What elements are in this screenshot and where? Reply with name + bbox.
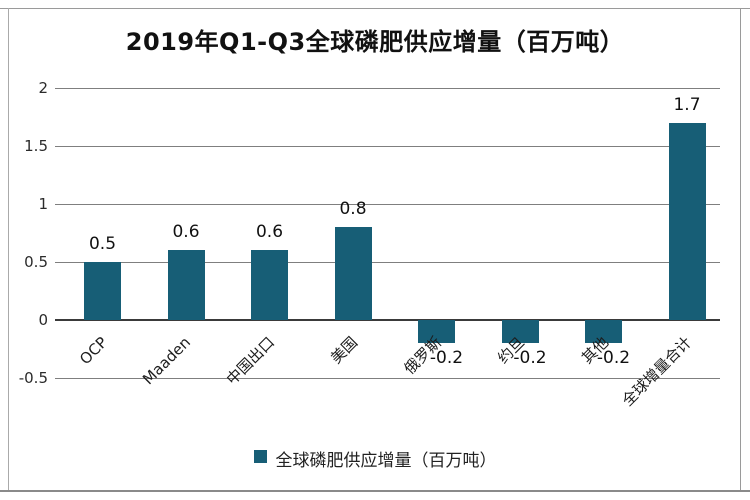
y-tick-label: 2 [38,79,48,97]
bar [251,250,288,320]
gridline [55,378,720,379]
legend-color-swatch [253,450,267,463]
bar [668,122,706,320]
bar-value-label: -0.2 [513,348,547,369]
category-label: Maaden [139,333,195,389]
legend-label: 全球磷肥供应增量（百万吨） [275,451,497,471]
bar [418,320,455,344]
y-tick-label: 0 [38,311,48,329]
bar-value-label: 0.6 [172,222,200,243]
chart-title: 2019年Q1-Q3全球磷肥供应增量（百万吨） [125,28,625,56]
category-label: 全球增量合计 [618,333,696,410]
y-tick-label: 1 [38,195,48,213]
frame-top-border [0,8,750,9]
y-tick-label: 0.5 [24,253,48,271]
category-label: 美国 [327,333,362,368]
category-label: 中国出口 [222,333,278,389]
bar-value-label: 0.5 [88,234,117,254]
bar-value-label: 1.7 [673,94,701,115]
gridline [55,262,720,263]
category-label: OCP [75,333,111,369]
gridline [55,204,720,205]
legend: 全球磷肥供应增量（百万吨） [0,446,750,471]
bar [334,227,372,320]
gridline [55,88,720,89]
zero-axis-line [55,319,720,321]
bar-value-label: -0.2 [596,348,631,369]
bar [167,250,205,320]
bar [585,320,622,344]
bar [84,262,121,320]
y-tick-label: 1.5 [24,137,48,155]
bar-value-label: 0.8 [339,199,367,220]
frame-bottom-border [0,490,750,492]
bar-value-label: -0.2 [429,348,464,369]
bar-value-label: 0.6 [255,222,284,243]
frame-right-border [740,8,741,491]
bar [501,320,539,344]
gridline [55,146,720,147]
frame-left-border [8,8,9,491]
y-tick-label: -0.5 [18,369,48,387]
